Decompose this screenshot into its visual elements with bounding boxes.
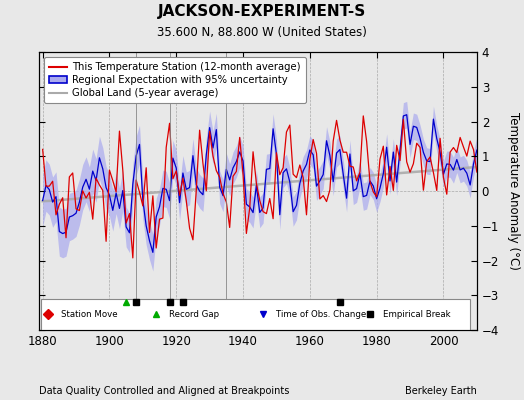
Y-axis label: Temperature Anomaly (°C): Temperature Anomaly (°C) <box>507 112 520 270</box>
Text: JACKSON-EXPERIMENT-S: JACKSON-EXPERIMENT-S <box>158 4 366 19</box>
FancyBboxPatch shape <box>41 299 470 330</box>
Text: Berkeley Earth: Berkeley Earth <box>405 386 477 396</box>
Text: Time of Obs. Change: Time of Obs. Change <box>276 310 366 319</box>
Text: Empirical Break: Empirical Break <box>383 310 451 319</box>
Legend: This Temperature Station (12-month average), Regional Expectation with 95% uncer: This Temperature Station (12-month avera… <box>45 57 306 103</box>
Text: Station Move: Station Move <box>61 310 118 319</box>
Text: 35.600 N, 88.800 W (United States): 35.600 N, 88.800 W (United States) <box>157 26 367 39</box>
Text: Data Quality Controlled and Aligned at Breakpoints: Data Quality Controlled and Aligned at B… <box>39 386 290 396</box>
Text: Record Gap: Record Gap <box>169 310 219 319</box>
